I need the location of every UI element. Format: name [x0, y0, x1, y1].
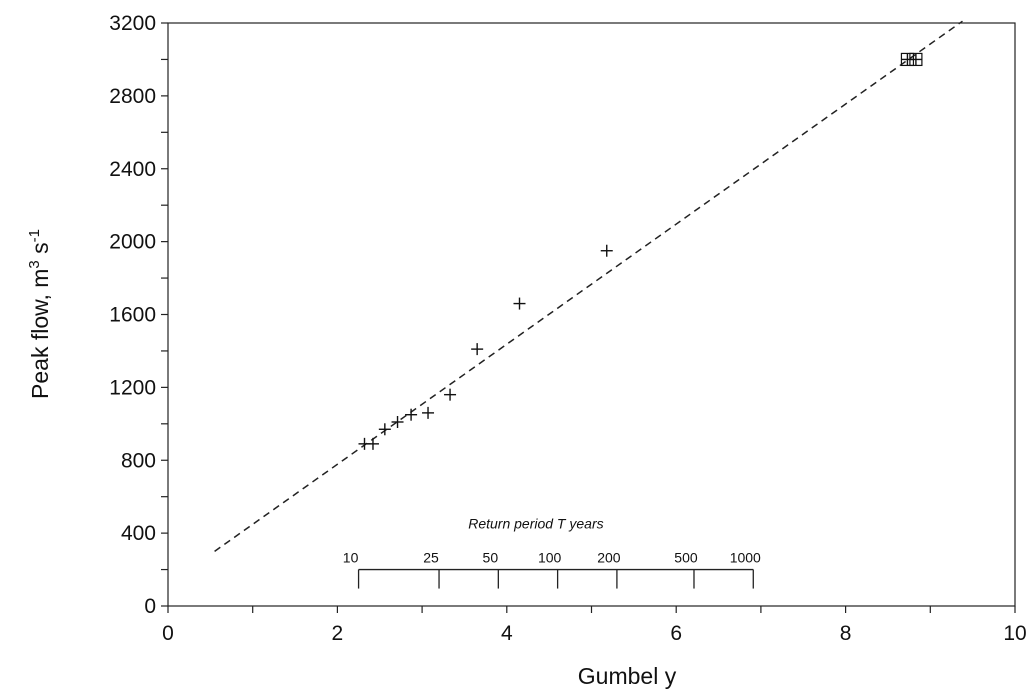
data-point	[391, 415, 404, 428]
y-title-text: Peak flow, m	[27, 269, 53, 399]
return-period-scale: Return period T years 10 25 50 100 200 500 100…	[343, 516, 761, 589]
y-tick-label: 2000	[109, 231, 156, 254]
y-tick-label: 800	[121, 449, 156, 472]
y-tick-label: 0	[144, 595, 156, 618]
return-period-title: Return period T years	[468, 516, 603, 532]
return-period-label: 500	[674, 550, 698, 566]
data-point-boxed	[909, 52, 923, 67]
x-axis: 0 2 4 6 8 10	[162, 606, 1027, 645]
data-point	[513, 297, 526, 310]
x-tick-label: 8	[840, 622, 852, 645]
y-axis: 0 400 800 1200 1600 2000 2400 2800 3200	[109, 12, 168, 618]
y-tick-label: 1200	[109, 376, 156, 399]
y-tick-label: 2800	[109, 85, 156, 108]
y-tick-label: 400	[121, 522, 156, 545]
data-point	[600, 244, 613, 257]
return-period-label: 10	[343, 550, 359, 566]
x-tick-label: 10	[1003, 622, 1026, 645]
return-period-label: 100	[538, 550, 562, 566]
return-period-label: 200	[597, 550, 621, 566]
data-point	[444, 388, 457, 401]
y-axis-title: Peak flow, m3 s-1	[26, 229, 53, 399]
y-title-sup: -1	[26, 229, 43, 242]
return-period-label: 25	[423, 550, 439, 566]
return-period-label: 1000	[730, 550, 761, 566]
x-tick-label: 2	[332, 622, 344, 645]
x-tick-label: 6	[670, 622, 682, 645]
data-points	[358, 52, 923, 450]
data-point	[422, 406, 435, 419]
fit-line-group	[214, 20, 963, 552]
y-title-sup: 3	[26, 260, 43, 268]
x-tick-label: 0	[162, 622, 174, 645]
data-point	[378, 423, 391, 436]
y-tick-label: 2400	[109, 158, 156, 181]
return-period-label: 50	[483, 550, 499, 566]
data-point	[405, 408, 418, 421]
y-tick-label: 1600	[109, 304, 156, 327]
x-tick-label: 4	[501, 622, 513, 645]
y-title-text: s	[27, 242, 53, 260]
data-point	[366, 437, 379, 450]
x-axis-title: Gumbel y	[578, 663, 677, 689]
fit-line	[214, 20, 963, 552]
data-point	[471, 343, 484, 356]
y-tick-label: 3200	[109, 12, 156, 35]
